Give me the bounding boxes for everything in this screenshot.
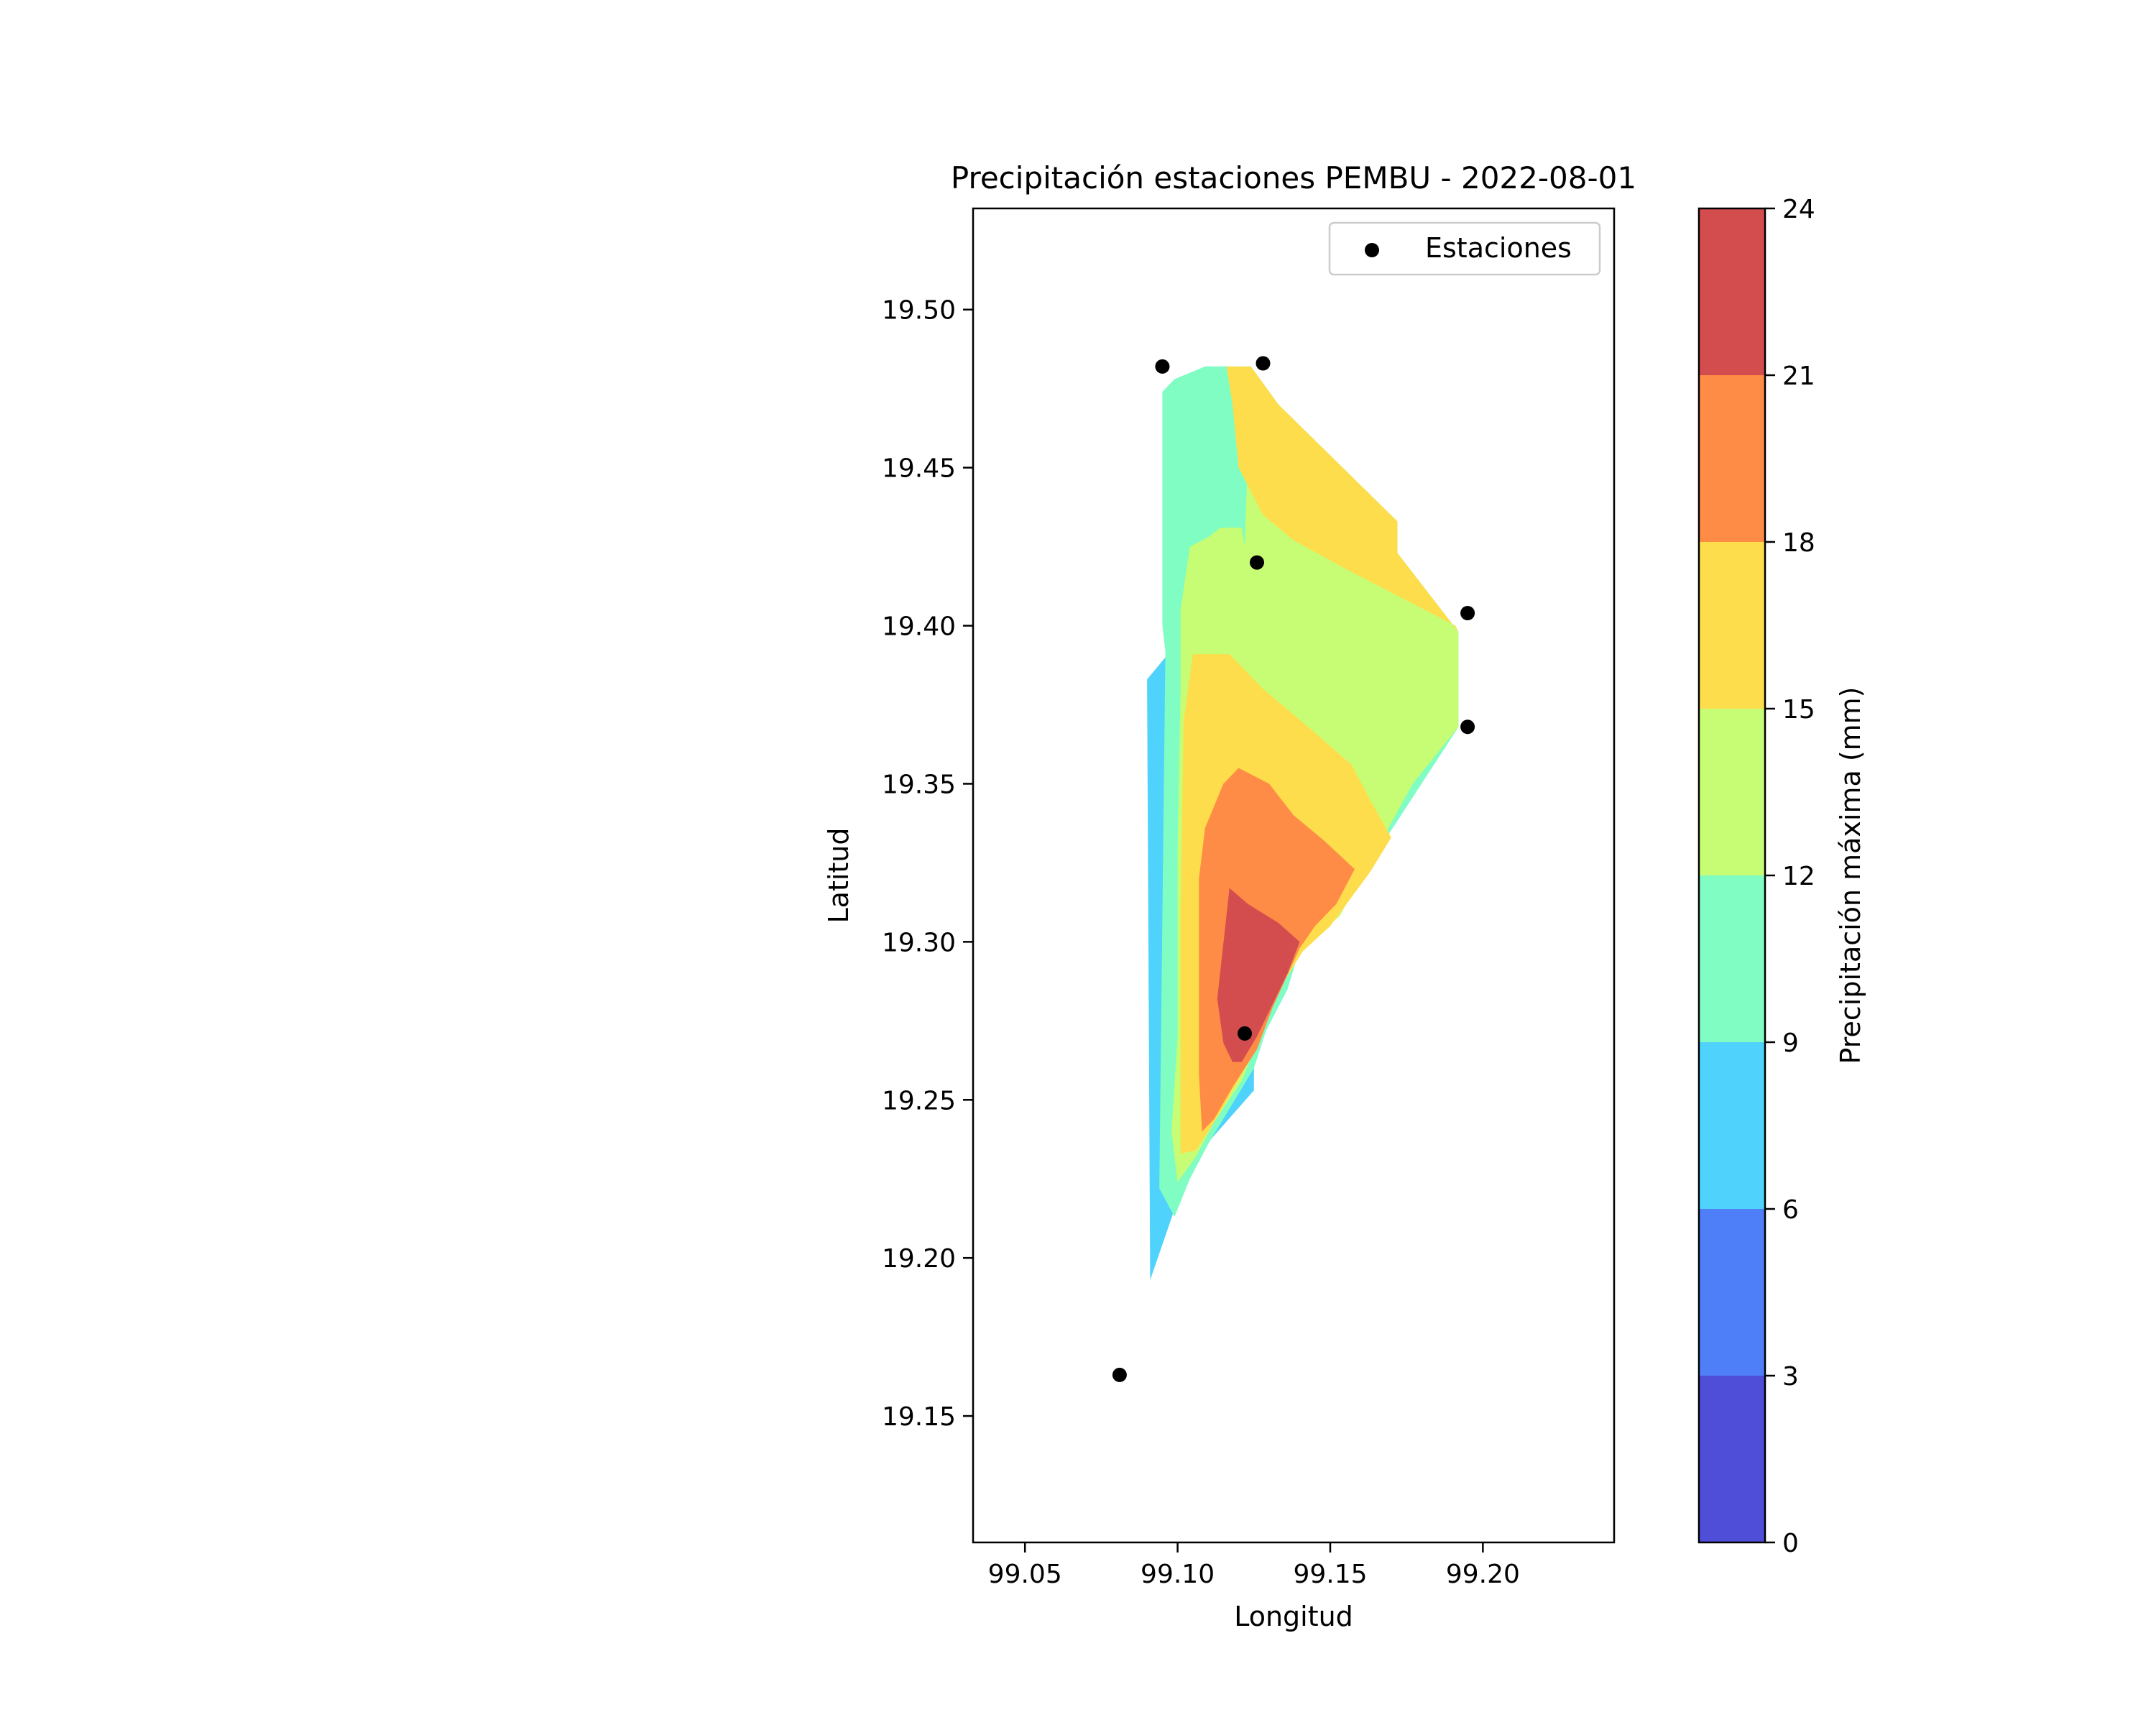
colorbar-label: Precipitación máxima (mm)	[1835, 686, 1866, 1064]
y-tick-label: 19.45	[882, 454, 956, 484]
colorbar-band-7	[1699, 208, 1765, 375]
colorbar-band-5	[1699, 542, 1765, 709]
y-axis-ticks: 19.15 19.20 19.25 19.30 19.35 19.40 19.45 19.50	[882, 296, 973, 1432]
x-tick-label: 99.10	[1141, 1560, 1215, 1589]
station-point-5	[1238, 1026, 1252, 1041]
x-axis-ticks: 99.05 99.10 99.15 99.20	[988, 1542, 1520, 1589]
y-tick-label: 19.35	[882, 770, 956, 799]
y-tick-label: 19.15	[882, 1402, 956, 1432]
y-tick-label: 19.40	[882, 612, 956, 642]
x-axis-label: Longitud	[1234, 1601, 1353, 1632]
y-axis-label: Latitud	[823, 827, 854, 923]
colorbar-tick-label: 6	[1782, 1195, 1799, 1225]
colorbar-tick-label: 0	[1782, 1529, 1799, 1558]
colorbar-tick-label: 15	[1782, 695, 1815, 724]
station-point-1	[1256, 356, 1271, 371]
station-point-0	[1155, 359, 1170, 374]
legend: Estaciones	[1328, 221, 1601, 276]
contour-region-3	[1226, 366, 1459, 632]
station-point-2	[1250, 555, 1264, 570]
colorbar-band-0	[1699, 1376, 1765, 1542]
colorbar-tick-label: 3	[1782, 1362, 1799, 1392]
contour-fill-group	[1147, 366, 1459, 1280]
station-markers-group	[1112, 356, 1475, 1382]
colorbar-band-1	[1699, 1209, 1765, 1376]
colorbar-band-2	[1699, 1042, 1765, 1209]
colorbar-tick-label: 12	[1782, 862, 1815, 891]
colorbar-tick-label: 9	[1782, 1029, 1799, 1058]
colorbar-band-4	[1699, 709, 1765, 875]
y-tick-label: 19.20	[882, 1244, 956, 1274]
colorbar-tick-label: 24	[1782, 195, 1815, 224]
station-point-6	[1112, 1367, 1127, 1382]
chart-title: Precipitación estaciones PEMBU - 2022-08…	[951, 160, 1636, 196]
legend-frame	[1328, 221, 1601, 276]
colorbar-band-6	[1699, 375, 1765, 542]
x-tick-label: 99.20	[1446, 1560, 1520, 1589]
colorbar-tick-label: 21	[1782, 362, 1815, 391]
legend-marker	[1365, 243, 1379, 257]
colorbar-band-3	[1699, 875, 1765, 1042]
y-tick-label: 19.50	[882, 296, 956, 326]
colorbar: 0 3 6 9 12 15 18 21 24	[1699, 195, 1815, 1558]
station-point-4	[1460, 719, 1475, 735]
x-tick-label: 99.05	[988, 1560, 1062, 1589]
contour-region-6	[1217, 888, 1300, 1062]
station-point-3	[1460, 606, 1475, 620]
colorbar-frame	[1697, 207, 1766, 1544]
legend-entry-estaciones: Estaciones	[1425, 232, 1572, 264]
x-tick-label: 99.15	[1293, 1560, 1367, 1589]
plot-frame	[972, 207, 1616, 1544]
y-tick-label: 19.30	[882, 928, 956, 957]
colorbar-tick-label: 18	[1782, 528, 1815, 558]
y-tick-label: 19.25	[882, 1086, 956, 1116]
